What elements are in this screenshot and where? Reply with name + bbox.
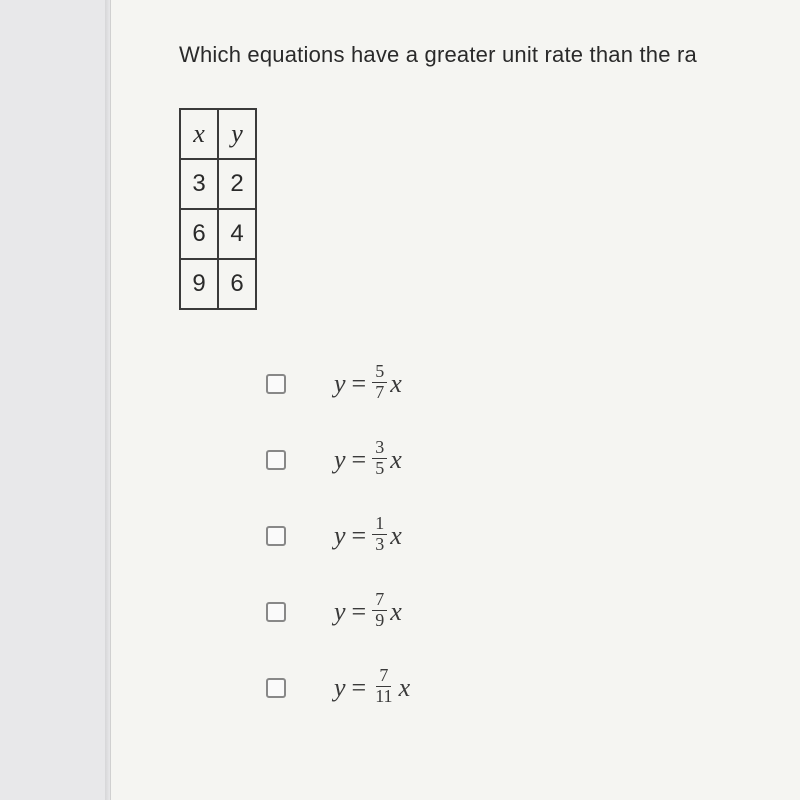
denominator-1: 5 [372, 459, 387, 479]
cell-y-0: 2 [218, 159, 256, 209]
fraction-4: 7 11 [372, 666, 395, 707]
option-0: y = 5 7 x [266, 360, 410, 408]
column-header-y: y [218, 109, 256, 159]
equation-2: y = 1 3 x [334, 516, 402, 557]
numerator-0: 5 [372, 362, 387, 383]
question-prompt: Which equations have a greater unit rate… [179, 42, 697, 68]
answer-options: y = 5 7 x y = 3 5 x [266, 360, 410, 740]
numerator-3: 7 [372, 590, 387, 611]
numerator-1: 3 [372, 438, 387, 459]
cell-x-2: 9 [180, 259, 218, 309]
var-x: x [390, 597, 402, 627]
column-header-x: x [180, 109, 218, 159]
table-header-row: x y [180, 109, 256, 159]
equation-4: y = 7 11 x [334, 668, 410, 709]
numerator-2: 1 [372, 514, 387, 535]
table-row: 3 2 [180, 159, 256, 209]
fraction-2: 1 3 [372, 514, 387, 555]
cell-x-0: 3 [180, 159, 218, 209]
denominator-0: 7 [372, 383, 387, 403]
equals-sign: = [352, 369, 367, 399]
denominator-3: 9 [372, 611, 387, 631]
var-x: x [399, 673, 411, 703]
checkbox-1[interactable] [266, 450, 286, 470]
var-y: y [334, 521, 346, 551]
var-x: x [390, 521, 402, 551]
equals-sign: = [352, 597, 367, 627]
checkbox-3[interactable] [266, 602, 286, 622]
equation-1: y = 3 5 x [334, 440, 402, 481]
var-x: x [390, 369, 402, 399]
checkbox-4[interactable] [266, 678, 286, 698]
cell-y-1: 4 [218, 209, 256, 259]
equals-sign: = [352, 521, 367, 551]
table-row: 6 4 [180, 209, 256, 259]
var-y: y [334, 445, 346, 475]
cell-y-2: 6 [218, 259, 256, 309]
equation-0: y = 5 7 x [334, 364, 402, 405]
cell-x-1: 6 [180, 209, 218, 259]
var-x: x [390, 445, 402, 475]
fraction-3: 7 9 [372, 590, 387, 631]
table-row: 9 6 [180, 259, 256, 309]
denominator-2: 3 [372, 535, 387, 555]
xy-table: x y 3 2 6 4 9 6 [179, 108, 257, 310]
var-y: y [334, 597, 346, 627]
equals-sign: = [352, 673, 367, 703]
fraction-0: 5 7 [372, 362, 387, 403]
fraction-1: 3 5 [372, 438, 387, 479]
var-y: y [334, 673, 346, 703]
option-2: y = 1 3 x [266, 512, 410, 560]
data-table-container: x y 3 2 6 4 9 6 [179, 108, 257, 310]
option-4: y = 7 11 x [266, 664, 410, 712]
var-y: y [334, 369, 346, 399]
equals-sign: = [352, 445, 367, 475]
page-content: Which equations have a greater unit rate… [110, 0, 800, 800]
checkbox-0[interactable] [266, 374, 286, 394]
equation-3: y = 7 9 x [334, 592, 402, 633]
checkbox-2[interactable] [266, 526, 286, 546]
option-3: y = 7 9 x [266, 588, 410, 636]
numerator-4: 7 [376, 666, 391, 687]
denominator-4: 11 [372, 687, 395, 707]
option-1: y = 3 5 x [266, 436, 410, 484]
